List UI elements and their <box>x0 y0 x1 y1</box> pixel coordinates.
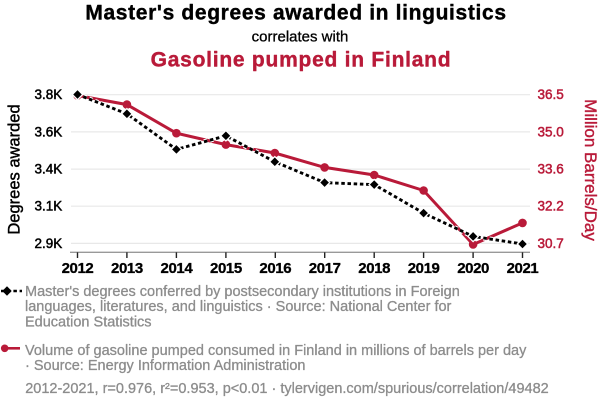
svg-text:Gasoline pumped in Finland: Gasoline pumped in Finland <box>151 49 452 72</box>
svg-text:Volume of gasoline pumped cons: Volume of gasoline pumped consumed in Fi… <box>25 343 527 359</box>
svg-text:Degrees awarded: Degrees awarded <box>6 104 24 234</box>
svg-text:2021: 2021 <box>507 260 539 277</box>
svg-text:36.5: 36.5 <box>538 87 564 102</box>
svg-text:Education Statistics: Education Statistics <box>25 314 152 330</box>
svg-text:3.4K: 3.4K <box>35 162 63 177</box>
svg-text:35.0: 35.0 <box>538 124 564 139</box>
svg-text:32.2: 32.2 <box>538 199 564 214</box>
svg-text:2012-2021, r=0.976, r²=0.953,: 2012-2021, r=0.976, r²=0.953, p<0.01 · t… <box>25 381 549 397</box>
svg-text:2018: 2018 <box>358 260 390 277</box>
svg-text:30.7: 30.7 <box>538 236 564 251</box>
svg-text:3.1K: 3.1K <box>35 199 63 214</box>
svg-text:2017: 2017 <box>309 260 341 277</box>
svg-text:2015: 2015 <box>210 260 242 277</box>
svg-text:languages, literatures, and li: languages, literatures, and linguistics … <box>25 299 452 315</box>
svg-text:2020: 2020 <box>457 260 489 277</box>
svg-text:3.8K: 3.8K <box>35 87 63 102</box>
svg-text:2013: 2013 <box>111 260 143 277</box>
svg-text:2019: 2019 <box>408 260 440 277</box>
svg-text:2014: 2014 <box>161 260 194 277</box>
svg-text:· Source: Energy Information A: · Source: Energy Information Administrat… <box>25 358 305 374</box>
svg-text:3.6K: 3.6K <box>35 124 63 139</box>
svg-text:2.9K: 2.9K <box>35 236 63 251</box>
svg-text:33.6: 33.6 <box>538 162 564 177</box>
svg-text:Master's degrees conferred by: Master's degrees conferred by postsecond… <box>25 284 460 300</box>
svg-text:correlates with: correlates with <box>252 29 349 46</box>
svg-text:2016: 2016 <box>259 260 291 277</box>
svg-text:Million Barrels/Day: Million Barrels/Day <box>581 99 600 241</box>
svg-text:Master's degrees awarded in li: Master's degrees awarded in linguistics <box>85 1 506 24</box>
svg-text:2012: 2012 <box>62 260 94 277</box>
